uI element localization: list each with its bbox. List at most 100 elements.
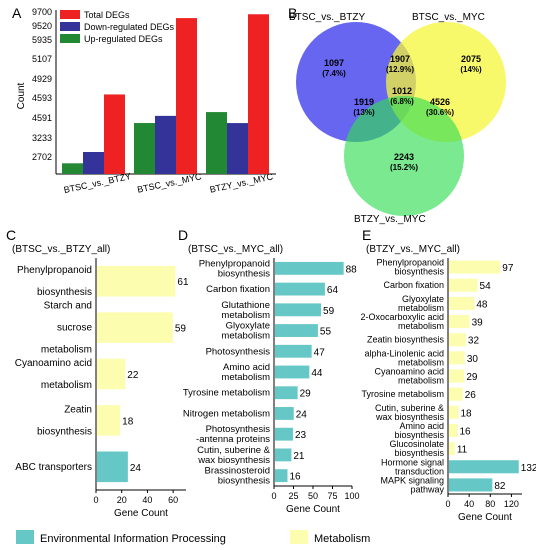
panelE-bar (449, 478, 493, 492)
legend-metab-label: Metabolism (314, 533, 370, 545)
panelE-value-label: 11 (457, 445, 468, 456)
panelD-category-label: Nitrogen metabolism (183, 408, 270, 419)
venn-ab-count: 1907 (390, 54, 410, 64)
panelC-bar (97, 358, 126, 390)
a-x-tick-label: BTSC_vs._BTZY (63, 171, 132, 195)
panelD-x-tick-label: 75 (327, 491, 337, 501)
a-legend-swatch (60, 10, 80, 19)
panelD-bar (275, 303, 322, 317)
a-legend-swatch (60, 22, 80, 31)
panelD-bar (275, 469, 288, 483)
panelD-category-label: Carbon fixation (206, 284, 270, 295)
venn-a-only-count: 1097 (324, 58, 344, 68)
panelC-bar (97, 451, 128, 483)
panelC-category-label: Phenylpropanoid biosynthesis (17, 265, 92, 298)
a-bar-up-regulated-degs1 (134, 123, 155, 174)
a-y-tick-label: 5107 (32, 54, 52, 64)
venn-bc-count: 4526 (430, 97, 450, 107)
panel-a-bar-chart: 2702 3233 4591 4593 4929 5107 5935 9520 9700 Coun… (16, 7, 276, 195)
panelD-x-tick-label: 100 (344, 491, 359, 501)
venn-ab-pct: (12.9%) (386, 65, 414, 74)
a-y-tick-label: 4929 (32, 74, 52, 84)
legend-env-swatch (16, 530, 34, 544)
a-y-tick-label: 9700 (32, 7, 52, 17)
panelE-x-tick-label: 40 (464, 499, 474, 509)
panelC-value-label: 22 (127, 370, 139, 381)
panelE-bar (449, 351, 465, 365)
panelD-category-label: Tyrosine metabolism (183, 388, 270, 399)
panelE-category-label: 2-Oxocarboxylic acid metabolism (360, 312, 444, 331)
a-y-axis-label: Count (16, 82, 27, 109)
panelE-category-label: Zeatin biosynthesis (367, 335, 445, 345)
a-legend-swatch (60, 34, 80, 43)
panel-b-venn: BTSC_vs._BTZY BTSC_vs._MYC BTZY_vs._MYC … (289, 12, 506, 225)
panelE-value-label: 48 (476, 299, 488, 310)
a-y-tick-label: 9520 (32, 21, 52, 31)
panelD-category-label: Amino acid metabolism (221, 362, 270, 383)
venn-label-c: BTZY_vs._MYC (354, 214, 426, 225)
a-bar-total-degs2 (248, 14, 269, 175)
panelE-x-tick-label: 80 (485, 499, 495, 509)
panelE-value-label: 82 (494, 481, 506, 492)
panelD-category-label: Glyoxylate metabolism (221, 321, 270, 342)
panelD-x-tick-label: 0 (271, 491, 276, 501)
a-legend-label: Up-regulated DEGs (84, 34, 163, 44)
venn-label-a: BTSC_vs._BTZY (289, 12, 365, 23)
panel-b-letter: B (288, 5, 297, 21)
panelD-value-label: 59 (323, 306, 335, 317)
a-bar-up-regulated-degs2 (206, 112, 227, 174)
panelD-value-label: 29 (300, 389, 312, 400)
panelC-value-label: 24 (130, 463, 142, 474)
panelD-bar (275, 324, 318, 337)
panelE-category-label: alpha-Linolenic acid metabolism (364, 348, 444, 367)
panelE-x-tick-label: 120 (504, 499, 519, 509)
panel-c-letter: C (6, 227, 16, 243)
panelE-bar (449, 387, 463, 401)
legend-metab-swatch (290, 530, 308, 544)
panelD-category-label: Photosynthesis -antenna proteins (196, 424, 270, 445)
panelD-x-tick-label: 25 (288, 491, 298, 501)
panelE-value-label: 30 (467, 354, 479, 365)
panelD-category-label: Cutin, suberine & wax biosynthesis (197, 445, 271, 466)
panelD-value-label: 23 (295, 430, 307, 441)
panelE-bar (449, 460, 519, 474)
panelD-category-label: Glutathione metabolism (221, 300, 270, 321)
panel-d-letter: D (178, 227, 188, 243)
panelE-category-label: MAPK signaling pathway (380, 475, 444, 494)
panelD-value-label: 21 (293, 451, 305, 462)
panelC-x-tick-label: 0 (93, 495, 98, 505)
panelE-value-label: 132 (521, 463, 536, 474)
panelE-category-label: Glucosinolate biosynthesis (389, 439, 444, 458)
panelE-value-label: 39 (472, 318, 484, 329)
panelE-bar (449, 315, 470, 329)
panelE-value-label: 26 (465, 390, 477, 401)
venn-abc-pct: (6.8%) (390, 97, 414, 106)
panelE-bar (449, 296, 475, 310)
panelD-value-label: 88 (346, 264, 358, 275)
a-y-tick-label: 3233 (32, 133, 52, 143)
panelC-category-label: Zeatin biosynthesis (37, 404, 92, 437)
panelD-category-label: Brassinosteroid biosynthesis (205, 466, 271, 487)
panelE-value-label: 32 (468, 336, 480, 347)
panelD-value-label: 55 (320, 327, 332, 338)
panelE-category-label: Carbon fixation (383, 280, 444, 290)
panelD-category-label: Photosynthesis (206, 346, 271, 357)
panelE-category-label: Glyoxylate metabolism (398, 294, 444, 313)
panelE-category-label: Cyanoamino acid metabolism (374, 367, 444, 386)
panel-a-letter: A (12, 5, 22, 21)
panelD-bar (275, 282, 325, 296)
panelD-bar (275, 386, 298, 400)
panelD-value-label: 64 (327, 285, 339, 296)
panelE-title: (BTZY_vs._MYC_all) (366, 244, 460, 255)
venn-ac-count: 1919 (354, 97, 374, 107)
panelD-bar (275, 407, 294, 420)
panelD-value-label: 16 (289, 472, 301, 483)
panelC-bar (97, 405, 121, 436)
panel-e-bar-chart: (BTZY_vs._MYC_all) 0 40 80 120 Gene Count 97 Ph… (360, 244, 536, 523)
panelE-value-label: 18 (461, 408, 473, 419)
panelE-category-label: Amino acid biosynthesis (394, 421, 444, 440)
panelE-category-label: Hormone signal transduction (381, 457, 444, 476)
a-y-tick-label: 4593 (32, 93, 52, 103)
